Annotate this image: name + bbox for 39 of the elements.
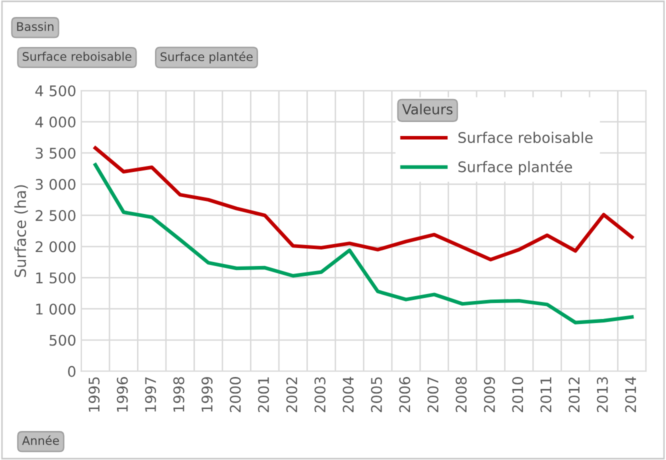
y-tick-label: 4 500 [35,85,76,96]
x-tick-label: 1997 [145,377,156,412]
x-tick-label: 2013 [596,377,608,412]
x-tick-label: 2012 [568,378,580,412]
text: Année [22,435,59,446]
legend-label: Surface reboisable [458,132,593,144]
x-tick-label: 2014 [625,376,636,412]
x-tick-label: 2009 [484,377,495,412]
y-tick-label: 3 500 [36,148,76,159]
x-tick-label: 2004 [342,376,354,412]
y-tick-label: 2 000 [36,241,76,252]
x-tick-label: 2006 [399,377,410,412]
x-tick-label: 2003 [314,377,326,412]
text: Surface reboisable [22,52,132,61]
y-tick-label: 1 000 [36,304,76,315]
y-tick-label: 1 500 [36,272,76,284]
line-series [94,146,634,262]
x-tick-label: 2008 [456,377,467,412]
y-tick-label: 500 [50,334,76,346]
x-tick-label: 1999 [202,377,213,412]
legend-label: Surface plantée [458,160,572,176]
y-axis-title: Surface (ha) [14,185,28,277]
text: Surface plantée [160,52,253,64]
legend-title: Valeurs [402,104,452,114]
y-tick-label: 4 000 [35,116,76,128]
x-tick-label: 2000 [230,377,241,412]
x-tick-label: 2011 [540,377,552,412]
x-tick-label: 2005 [370,377,382,412]
x-tick-label: 2007 [427,377,438,412]
y-tick-label: 2 500 [36,210,76,222]
x-tick-label: 2001 [258,377,270,412]
x-tick-label: 2010 [512,377,524,412]
x-tick-label: 1995 [88,377,100,412]
text: Bassin [17,22,54,32]
x-tick-label: 1998 [173,377,184,412]
x-tick-label: 2002 [286,378,298,412]
y-tick-label: 0 [68,366,76,377]
y-tick-label: 3 000 [36,178,76,190]
x-tick-label: 1996 [116,377,128,412]
